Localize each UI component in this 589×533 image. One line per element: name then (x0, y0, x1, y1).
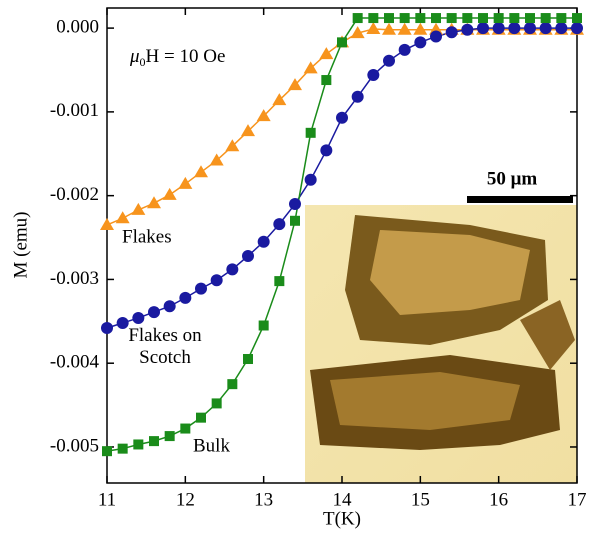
marker (508, 22, 520, 34)
marker (413, 23, 427, 35)
x-tick-label: 13 (254, 489, 273, 510)
marker (556, 13, 566, 23)
marker (352, 91, 364, 103)
marker (493, 22, 505, 34)
marker (226, 263, 238, 275)
marker (431, 13, 441, 23)
marker (118, 444, 128, 454)
y-tick-label: 0.000 (56, 16, 99, 37)
marker (447, 13, 457, 23)
y-tick-label: -0.001 (50, 100, 99, 121)
marker (494, 13, 504, 23)
x-tick-label: 12 (176, 489, 195, 510)
marker (478, 13, 488, 23)
marker (163, 188, 177, 200)
marker (211, 274, 223, 286)
marker (366, 22, 380, 34)
y-tick-label: -0.003 (50, 268, 99, 289)
marker (555, 22, 567, 34)
marker (368, 13, 378, 23)
marker (147, 196, 161, 208)
marker (509, 13, 519, 23)
marker (179, 292, 191, 304)
marker (131, 203, 145, 215)
marker (132, 312, 144, 324)
marker (461, 24, 473, 36)
x-tick-label: 16 (489, 489, 508, 510)
marker (149, 436, 159, 446)
marker (446, 26, 458, 38)
marker (462, 13, 472, 23)
marker (321, 75, 331, 85)
field-annotation: μ0H = 10 Oe (129, 46, 225, 68)
y-tick-label: -0.005 (50, 435, 99, 456)
marker (320, 144, 332, 156)
marker (525, 13, 535, 23)
inset-micrograph (305, 205, 577, 483)
marker (306, 128, 316, 138)
marker (290, 216, 300, 226)
marker (399, 44, 411, 56)
marker (336, 112, 348, 124)
y-tick-label: -0.002 (50, 184, 99, 205)
marker (383, 55, 395, 67)
x-tick-label: 11 (98, 489, 116, 510)
marker (319, 47, 333, 59)
marker (165, 431, 175, 441)
x-tick-label: 17 (568, 489, 587, 510)
marker (100, 218, 114, 230)
series-label: Bulk (193, 435, 230, 456)
marker (289, 198, 301, 210)
marker (195, 283, 207, 295)
marker (116, 211, 130, 223)
marker (353, 13, 363, 23)
marker (196, 413, 206, 423)
marker (164, 300, 176, 312)
marker (384, 13, 394, 23)
series-label: Flakes on Scotch (120, 325, 210, 369)
scale-bar: 50 μm (467, 168, 573, 203)
marker (148, 306, 160, 318)
y-tick-label: -0.004 (50, 352, 100, 373)
marker (194, 165, 208, 177)
scale-bar-label: 50 μm (487, 168, 538, 189)
x-tick-label: 15 (411, 489, 430, 510)
marker (101, 322, 113, 334)
marker (540, 22, 552, 34)
marker (117, 317, 129, 329)
x-tick-label: 14 (333, 489, 353, 510)
marker (212, 398, 222, 408)
marker (274, 276, 284, 286)
marker (243, 354, 253, 364)
marker (541, 13, 551, 23)
marker (571, 22, 583, 34)
y-axis-label: M (emu) (10, 211, 31, 278)
marker (415, 13, 425, 23)
marker (227, 379, 237, 389)
marker (258, 236, 270, 248)
series-label-box: Flakes on Scotch (120, 325, 220, 375)
marker (180, 424, 190, 434)
marker (400, 13, 410, 23)
marker (133, 439, 143, 449)
chart: 50 μm μ0H = 10 Oe T(K) M (emu) Flakes Fl… (0, 0, 589, 533)
marker (367, 69, 379, 81)
marker (259, 321, 269, 331)
marker (572, 13, 582, 23)
marker (102, 446, 112, 456)
marker (430, 30, 442, 42)
marker (398, 23, 412, 35)
x-axis-label: T(K) (323, 508, 361, 529)
marker (178, 177, 192, 189)
marker (524, 22, 536, 34)
marker (273, 218, 285, 230)
marker (477, 22, 489, 34)
marker (337, 37, 347, 47)
marker (414, 36, 426, 48)
marker (242, 250, 254, 262)
series-label: Flakes (122, 226, 172, 247)
marker (305, 174, 317, 186)
